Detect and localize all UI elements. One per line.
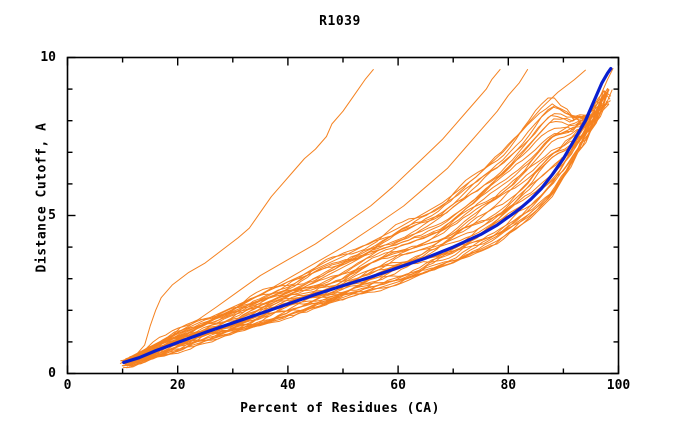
y-tick-label-10: 10 [40, 49, 56, 65]
prediction-curve [125, 88, 609, 360]
prediction-curve [129, 94, 606, 358]
bundle-envelope-lower [122, 68, 614, 367]
outlier-model-1 [124, 69, 374, 365]
prediction-curve [119, 103, 603, 364]
x-tick-label-40: 40 [280, 378, 296, 393]
axes-layer [66, 56, 620, 375]
y-tick-label-0: 0 [48, 365, 56, 381]
x-axis-label: Percent of Residues (CA) [240, 401, 440, 416]
x-tick-label-80: 80 [500, 378, 517, 393]
chart-title: R1039 [319, 14, 361, 29]
y-axis-label: Distance Cutoff, A [34, 122, 50, 273]
prediction-curve [127, 90, 611, 363]
y-tick-label-5: 5 [48, 207, 56, 223]
outlier-model-2 [127, 69, 501, 362]
prediction-curve [128, 110, 599, 361]
curves-layer [119, 66, 614, 369]
x-tick-label-0: 0 [63, 378, 72, 393]
prediction-curve [128, 90, 612, 359]
prediction-curve [123, 93, 606, 364]
x-tick-label-20: 20 [169, 378, 186, 393]
outlier-model-3 [127, 69, 529, 360]
x-tick-label-60: 60 [390, 378, 406, 393]
bundle-envelope-upper [122, 69, 586, 362]
highlight-model-curve [122, 66, 613, 365]
x-tick-label-100: 100 [606, 378, 631, 393]
prediction-curve [125, 109, 595, 365]
prediction-curve [129, 109, 600, 359]
prediction-curve [120, 103, 610, 362]
